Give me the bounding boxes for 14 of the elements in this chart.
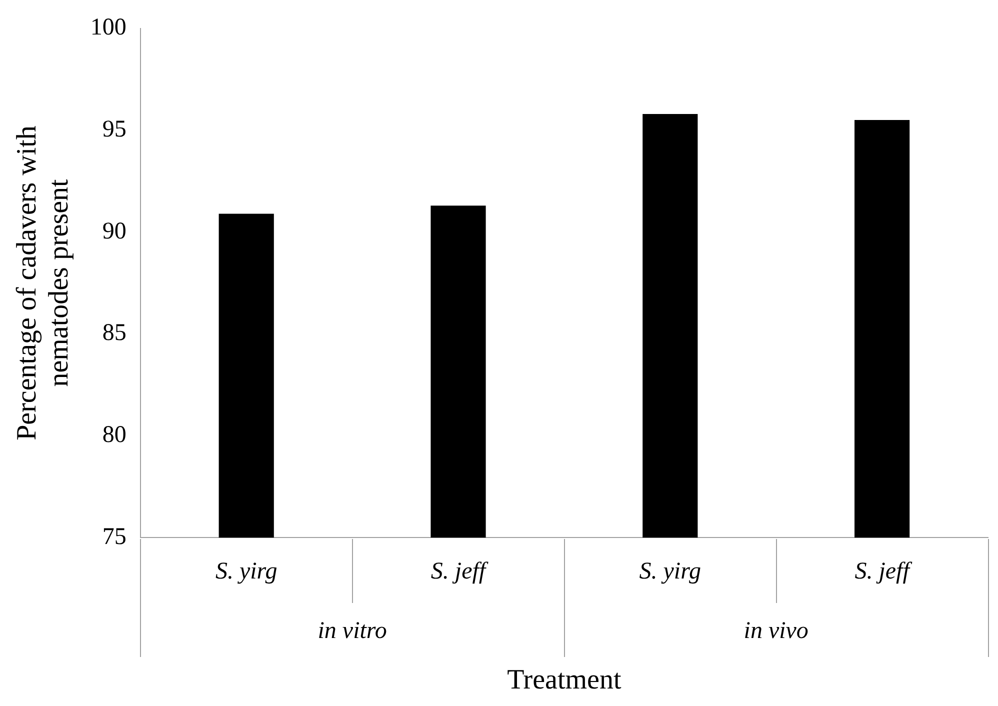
y-tick-label: 75 <box>102 524 126 550</box>
y-tick-label: 90 <box>102 218 126 244</box>
y-tick-label: 95 <box>102 116 126 143</box>
x-axis-title: Treatment <box>507 664 622 696</box>
text: in vivo <box>744 618 808 644</box>
x-tick-label: S. yirg <box>639 558 702 584</box>
y-tick-label: 100 <box>90 14 126 41</box>
x-tick-label: S. jeff <box>854 558 913 584</box>
x-tick-label: S. jeff <box>430 558 489 584</box>
y-axis-title: Percentage of cadavers with nematodes present <box>11 126 75 440</box>
text: in vitro <box>318 618 387 644</box>
y-tick-label: 80 <box>102 422 126 448</box>
y-tick-label: 85 <box>102 320 126 346</box>
x-tick-label: S. yirg <box>215 558 278 584</box>
